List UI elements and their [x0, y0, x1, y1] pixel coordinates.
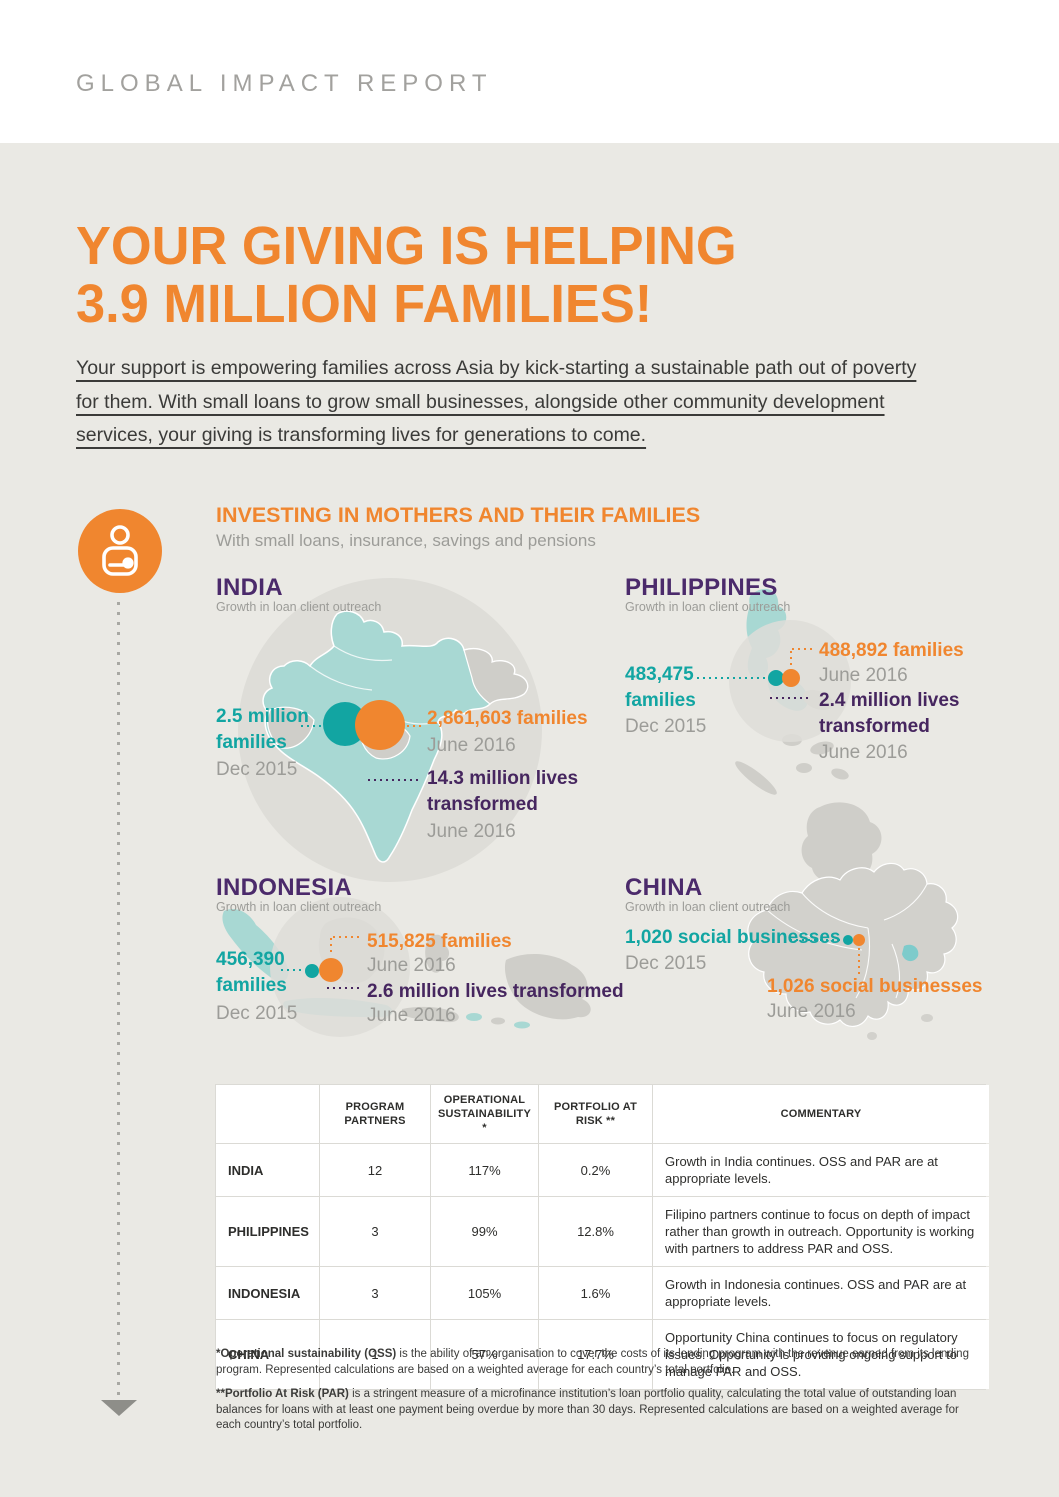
- table-header-country: [216, 1085, 319, 1143]
- section-subtitle: With small loans, insurance, savings and…: [216, 531, 596, 550]
- indonesia-before-date: Dec 2015: [216, 1003, 298, 1024]
- china-title: CHINA: [625, 874, 703, 901]
- philippines-after-date: June 2016: [819, 665, 908, 686]
- before-dot: [843, 935, 853, 945]
- philippines-title: PHILIPPINES: [625, 574, 778, 601]
- india-before-value: 2.5 million families: [216, 706, 309, 753]
- china-tagline: Growth in loan client outreach: [625, 900, 791, 914]
- dotted-connector: [368, 779, 422, 781]
- table-row-partners: 3: [320, 1197, 430, 1266]
- table-row-par: 1.6%: [539, 1267, 652, 1319]
- down-arrow-icon: [101, 1400, 137, 1416]
- china-after-value: 1,026 social businesses: [767, 976, 983, 997]
- table-header-commentary: COMMENTARY: [653, 1085, 989, 1143]
- before-dot: [305, 964, 319, 978]
- section-title: INVESTING IN MOTHERS AND THEIR FAMILIES: [216, 503, 701, 527]
- dotted-connector: [281, 969, 303, 971]
- table-row-oss: 99%: [431, 1197, 538, 1266]
- footnote-par: **Portfolio At Risk (PAR) is a stringent…: [216, 1388, 959, 1431]
- dotted-connector: [790, 939, 840, 941]
- table-row-commentary: Filipino partners continue to focus on d…: [653, 1197, 989, 1266]
- indonesia-before-value: 456,390 families: [216, 949, 287, 996]
- indonesia-tagline: Growth in loan client outreach: [216, 900, 382, 914]
- india-title: INDIA: [216, 574, 283, 601]
- table-row-oss: 57%: [431, 1320, 538, 1389]
- mother-and-baby-icon: [102, 525, 138, 576]
- indonesia-title: INDONESIA: [216, 874, 353, 901]
- table-header-oss: OPERATIONAL SUSTAINABILITY *: [431, 1085, 538, 1143]
- dotted-connector: [697, 677, 765, 679]
- page-kicker: GLOBAL IMPACT REPORT: [76, 70, 493, 97]
- indonesia-after-date: June 2016: [367, 955, 456, 976]
- philippines-before-value: 483,475 families: [625, 664, 696, 711]
- dotted-connector: [333, 936, 359, 938]
- table-row-par: 12.8%: [539, 1197, 652, 1266]
- indonesia-after-value: 515,825 families: [367, 931, 512, 952]
- table-header-partners: PROGRAM PARTNERS: [320, 1085, 430, 1143]
- india-tagline: Growth in loan client outreach: [216, 600, 382, 614]
- mothers-badge: [78, 509, 162, 593]
- philippines-tagline: Growth in loan client outreach: [625, 600, 791, 614]
- after-dot: [782, 669, 800, 687]
- intro-paragraph: Your support is empowering families acro…: [76, 357, 917, 446]
- table-row-oss: 105%: [431, 1267, 538, 1319]
- philippines-impact-value: 2.4 million lives transformed: [819, 690, 960, 737]
- before-dot: [768, 670, 784, 686]
- page-title-line1: YOUR GIVING IS HELPING: [76, 216, 737, 276]
- table-row-country: PHILIPPINES: [216, 1197, 319, 1266]
- china-before-date: Dec 2015: [625, 953, 707, 974]
- timeline-dotted-line: [117, 602, 120, 1398]
- after-dot: [319, 958, 343, 982]
- footnotes: *Operational sustainability (OSS) is the…: [216, 1347, 986, 1443]
- table-row-partners: 12: [320, 1144, 430, 1196]
- philippines-before-date: Dec 2015: [625, 716, 707, 737]
- after-dot: [853, 934, 865, 946]
- page-title-line2: 3.9 MILLION FAMILIES!: [76, 274, 653, 334]
- indonesia-impact-date: June 2016: [367, 1005, 456, 1026]
- venn-after-circle: [355, 700, 405, 750]
- india-after-date: June 2016: [427, 735, 516, 756]
- country-metrics-table: PROGRAM PARTNERS OPERATIONAL SUSTAINABIL…: [215, 1084, 989, 1390]
- footnote-oss: *Operational sustainability (OSS) is the…: [216, 1348, 969, 1376]
- dotted-connector: [327, 987, 361, 989]
- dotted-connector: [858, 948, 860, 975]
- table-row-partners: 3: [320, 1267, 430, 1319]
- table-row-par: 0.2%: [539, 1144, 652, 1196]
- philippines-after-value: 488,892 families: [819, 640, 964, 661]
- china-before-value: 1,020 social businesses: [625, 927, 841, 948]
- page-title: YOUR GIVING IS HELPING 3.9 MILLION FAMIL…: [76, 217, 949, 333]
- table-row-partners: 1: [320, 1320, 430, 1389]
- table-row-commentary: Growth in India continues. OSS and PAR a…: [653, 1144, 989, 1196]
- table-row-commentary: Growth in Indonesia continues. OSS and P…: [653, 1267, 989, 1319]
- dotted-connector: [407, 725, 425, 727]
- table-row-country: INDIA: [216, 1144, 319, 1196]
- dotted-connector: [770, 697, 812, 699]
- dotted-connector: [301, 725, 323, 727]
- india-impact-date: June 2016: [427, 821, 516, 842]
- table-row-commentary: Opportunity China continues to focus on …: [653, 1320, 989, 1389]
- dotted-connector: [790, 651, 792, 667]
- india-impact-value: 14.3 million lives transformed: [427, 768, 579, 815]
- dotted-connector: [792, 648, 814, 650]
- china-map: [747, 862, 959, 1040]
- dotted-connector: [330, 938, 332, 956]
- india-after-value: 2,861,603 families: [427, 708, 588, 729]
- table-header-par: PORTFOLIO AT RISK **: [539, 1085, 652, 1143]
- table-row-country: CHINA: [216, 1320, 319, 1389]
- table-row-oss: 117%: [431, 1144, 538, 1196]
- table-row-country: INDONESIA: [216, 1267, 319, 1319]
- philippines-impact-date: June 2016: [819, 742, 908, 763]
- china-after-date: June 2016: [767, 1001, 856, 1022]
- indonesia-impact-value: 2.6 million lives transformed: [367, 981, 624, 1002]
- india-before-date: Dec 2015: [216, 759, 298, 780]
- table-row-par: 17.7%: [539, 1320, 652, 1389]
